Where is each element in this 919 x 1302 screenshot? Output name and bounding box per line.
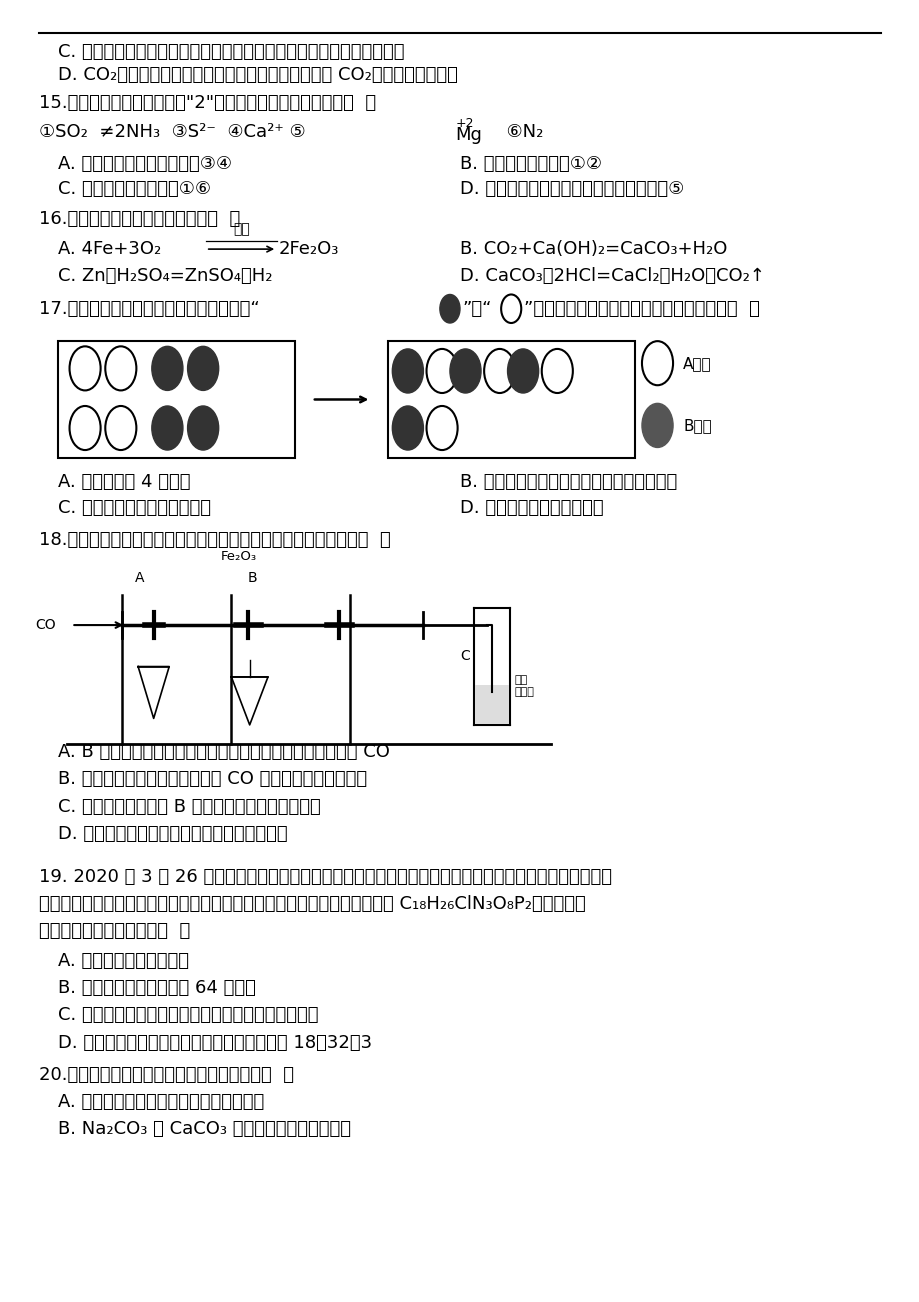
Text: C. 磷酸氯唆由碳、氢、氯、氮、氧、磷六种元素组成: C. 磷酸氯唆由碳、氢、氯、氮、氧、磷六种元素组成 xyxy=(58,1006,318,1025)
Text: 临床中显示这些药物治疗新冠肺炎有一定的痗效。其中磷酸氯唆的化学式为 C₁₈H₂₆ClN₃O₈P₂，下列有关: 临床中显示这些药物治疗新冠肺炎有一定的痗效。其中磷酸氯唆的化学式为 C₁₈H₂₆… xyxy=(40,894,585,913)
Circle shape xyxy=(641,404,673,448)
Text: 19. 2020 年 3 月 26 日，科技部长徐南平指出，我国已经筛选出磷酸氯唆、法匹拉书、可利霉素等药物，在: 19. 2020 年 3 月 26 日，科技部长徐南平指出，我国已经筛选出磷酸氯… xyxy=(40,867,612,885)
Text: C. Zn＋H₂SO₄=ZnSO₄＋H₂: C. Zn＋H₂SO₄=ZnSO₄＋H₂ xyxy=(58,267,272,285)
Text: +2: +2 xyxy=(455,117,473,130)
Text: A. 磷酸氯唆是一种有机物: A. 磷酸氯唆是一种有机物 xyxy=(58,952,188,970)
Circle shape xyxy=(449,349,481,393)
Text: 15.下列有关化学用语中数字"2"意义的说法，正确的选项是（  ）: 15.下列有关化学用语中数字"2"意义的说法，正确的选项是（ ） xyxy=(40,94,376,112)
Text: D. CO₂通入紫色石蕊试液中，试液变成红色的原因是 CO₂能和水反应生成酸: D. CO₂通入紫色石蕊试液中，试液变成红色的原因是 CO₂能和水反应生成酸 xyxy=(58,66,457,85)
FancyBboxPatch shape xyxy=(58,341,295,458)
Circle shape xyxy=(439,294,460,323)
Text: A. 上图中共有 4 种分子: A. 上图中共有 4 种分子 xyxy=(58,474,190,491)
Text: C: C xyxy=(460,650,470,663)
Text: 澸清
石灰水: 澸清 石灰水 xyxy=(515,676,534,697)
Text: ①SO₂  ≠2NH₃  ③S²⁻  ④Ca²⁺ ⑤: ①SO₂ ≠2NH₃ ③S²⁻ ④Ca²⁺ ⑤ xyxy=(40,124,306,142)
Text: B. 在点燃酒精喷灯前，应先通入 CO 气体排尽装置中的空气: B. 在点燃酒精喷灯前，应先通入 CO 气体排尽装置中的空气 xyxy=(58,771,367,788)
Circle shape xyxy=(152,406,183,450)
Text: ”表示不同元素的原子，下列说法正确的是（  ）: ”表示不同元素的原子，下列说法正确的是（ ） xyxy=(524,299,759,318)
Text: ⑥N₂: ⑥N₂ xyxy=(494,124,542,142)
Text: C. 表示化合价数値的是①⑥: C. 表示化合价数値的是①⑥ xyxy=(58,181,210,198)
Circle shape xyxy=(507,349,538,393)
Text: C. 清明上河图至今图案清晰可见，是因为常温下碳单质的化学性质稳定: C. 清明上河图至今图案清晰可见，是因为常温下碳单质的化学性质稳定 xyxy=(58,43,403,61)
FancyBboxPatch shape xyxy=(474,685,509,724)
Text: B. 反应前后，原子的种类和数量发生了变化: B. 反应前后，原子的种类和数量发生了变化 xyxy=(460,474,676,491)
Text: 17.如图是某化学反应的微观示意图，其中“: 17.如图是某化学反应的微观示意图，其中“ xyxy=(40,299,260,318)
Text: D. 该化学反应属于化合反应: D. 该化学反应属于化合反应 xyxy=(460,500,603,517)
Text: B. Na₂CO₃ 和 CaCO₃ 都是白色易溶于水的固体: B. Na₂CO₃ 和 CaCO₃ 都是白色易溶于水的固体 xyxy=(58,1121,350,1138)
Text: A. 浓盐酸具有挥发性，浓硫酸具有吸水性: A. 浓盐酸具有挥发性，浓硫酸具有吸水性 xyxy=(58,1094,264,1111)
Text: D. 该模拟实验缺少尾气处理装置，会污染空气: D. 该模拟实验缺少尾气处理装置，会污染空气 xyxy=(58,824,287,842)
Text: C. 反应物和生成物中均有单质: C. 反应物和生成物中均有单质 xyxy=(58,500,210,517)
Circle shape xyxy=(187,406,219,450)
FancyBboxPatch shape xyxy=(387,341,634,458)
Text: D. CaCO₃＋2HCl=CaCl₂＋H₂O＋CO₂↑: D. CaCO₃＋2HCl=CaCl₂＋H₂O＋CO₂↑ xyxy=(460,267,765,285)
Text: Fe₂O₃: Fe₂O₃ xyxy=(221,549,256,562)
Text: A: A xyxy=(135,572,144,586)
Text: A. B 处玻璃管内发生的化学反应是氧化还原反应，还原剂是 CO: A. B 处玻璃管内发生的化学反应是氧化还原反应，还原剂是 CO xyxy=(58,743,389,762)
Text: D. 磷酸氯唆中碳、氢、氯三种元素的质量比为 18：32：3: D. 磷酸氯唆中碳、氢、氯三种元素的质量比为 18：32：3 xyxy=(58,1034,371,1052)
Circle shape xyxy=(187,346,219,391)
Text: 18.下图是实验室模拟工业炼铁的实验装置图，下列说法错误的是（  ）: 18.下图是实验室模拟工业炼铁的实验装置图，下列说法错误的是（ ） xyxy=(40,530,391,548)
Text: 磷酸氯唆的说法错误的是（  ）: 磷酸氯唆的说法错误的是（ ） xyxy=(40,922,190,940)
Text: D. 表示一个分子中含有某种原子个数的是⑤: D. 表示一个分子中含有某种原子个数的是⑤ xyxy=(460,181,684,198)
Text: 2Fe₂O₃: 2Fe₂O₃ xyxy=(278,240,339,258)
Text: B. 一个磷酸氯唆分子含有 64 个原子: B. 一个磷酸氯唆分子含有 64 个原子 xyxy=(58,979,255,997)
Text: A. 表示离子所带电荷数的是③④: A. 表示离子所带电荷数的是③④ xyxy=(58,155,232,173)
Text: B: B xyxy=(247,572,257,586)
Text: CO: CO xyxy=(35,618,55,631)
Text: 点燃: 点燃 xyxy=(233,223,250,237)
Text: A. 4Fe+3O₂: A. 4Fe+3O₂ xyxy=(58,240,161,258)
Circle shape xyxy=(391,349,423,393)
Text: C. 该实验可以观察到 B 处固体从黑色逐渐变成红色: C. 该实验可以观察到 B 处固体从黑色逐渐变成红色 xyxy=(58,798,320,815)
Text: B. CO₂+Ca(OH)₂=CaCO₃+H₂O: B. CO₂+Ca(OH)₂=CaCO₃+H₂O xyxy=(460,240,727,258)
Text: Mg: Mg xyxy=(455,126,482,145)
Text: B原子: B原子 xyxy=(683,418,711,434)
Text: ”和“: ”和“ xyxy=(462,299,492,318)
Circle shape xyxy=(391,406,423,450)
Circle shape xyxy=(152,346,183,391)
Text: A原子: A原子 xyxy=(683,355,711,371)
Text: 16.下列化学方程式书写正确的是（  ）: 16.下列化学方程式书写正确的是（ ） xyxy=(40,211,241,228)
Text: 20.下列有关常见酸、碱、盐的说法错误的是（  ）: 20.下列有关常见酸、碱、盐的说法错误的是（ ） xyxy=(40,1066,294,1085)
Text: B. 表示分子个数的是①②: B. 表示分子个数的是①② xyxy=(460,155,601,173)
